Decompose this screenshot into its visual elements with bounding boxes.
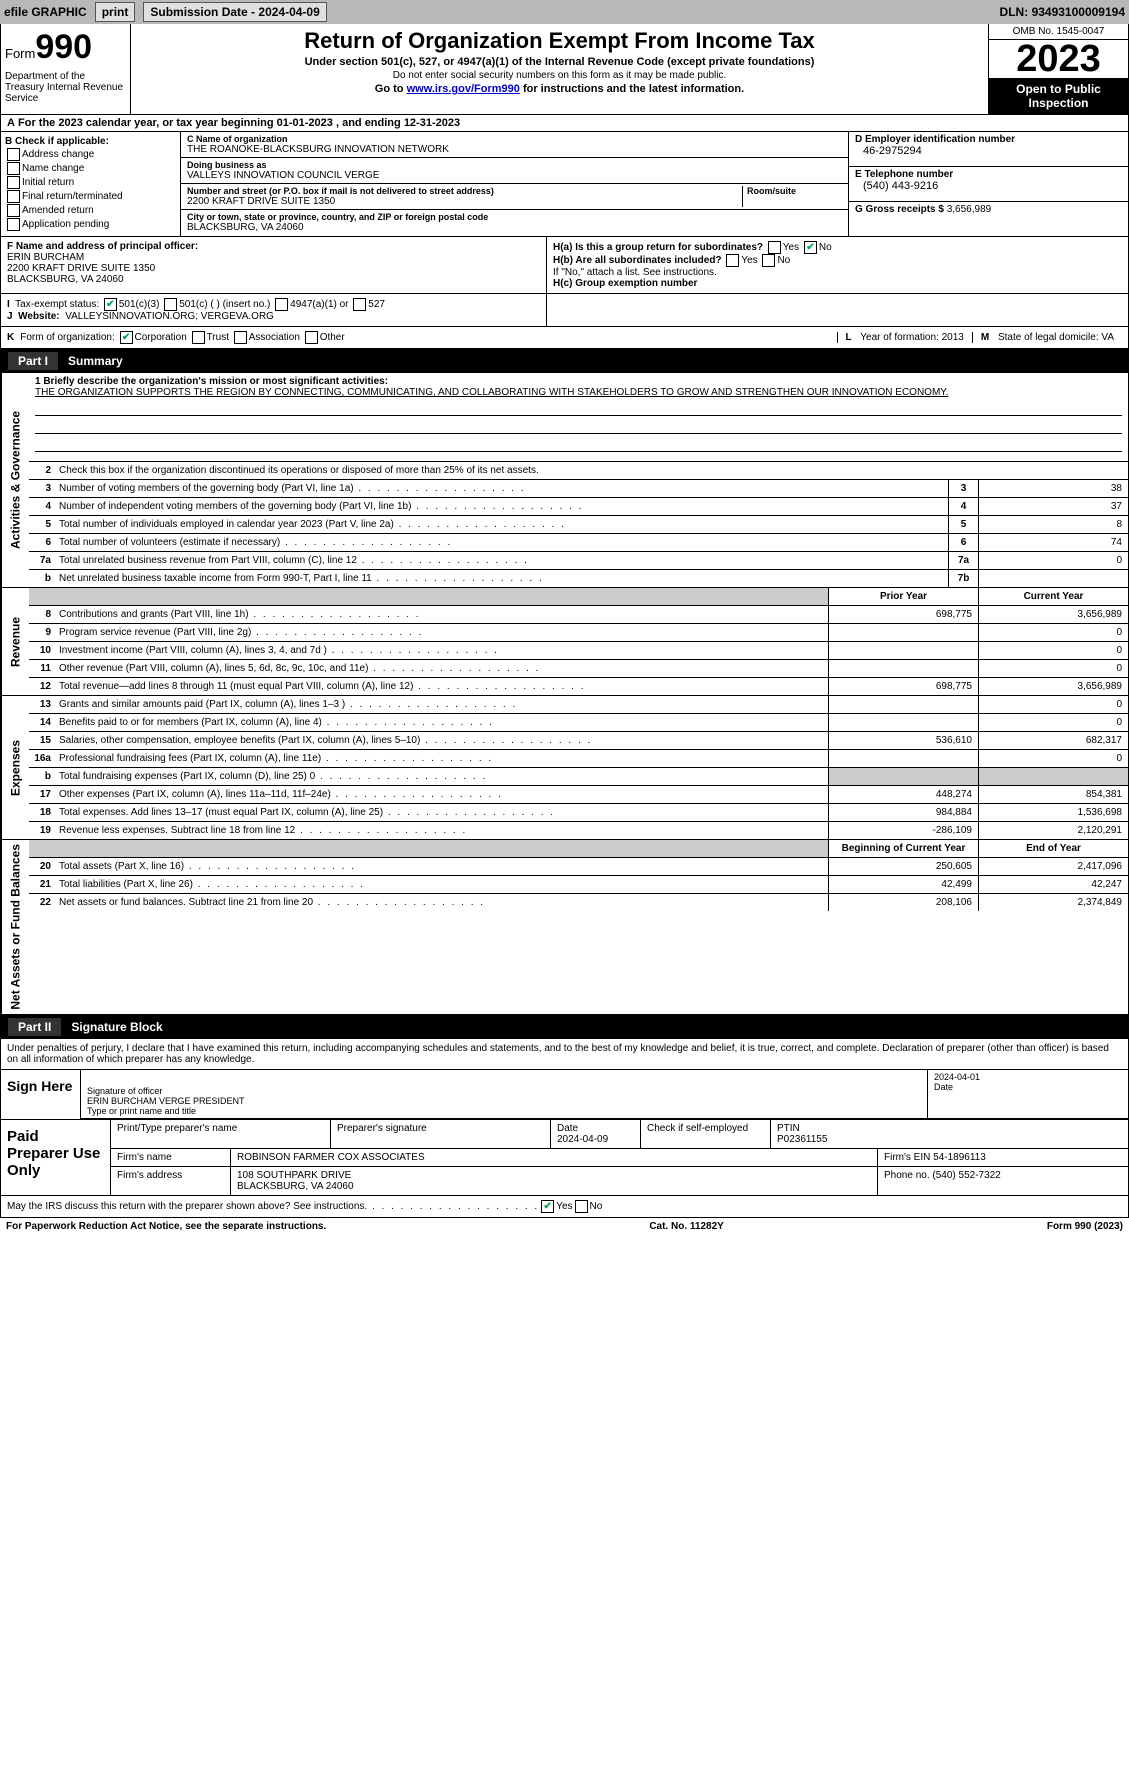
city-row: City or town, state or province, country…	[181, 210, 848, 235]
efile-label: efile GRAPHIC	[4, 5, 87, 19]
h-a-yes[interactable]	[768, 241, 781, 254]
data-row: 14 Benefits paid to or for members (Part…	[29, 714, 1128, 732]
tab-expenses: Expenses	[1, 696, 29, 839]
section-e: E Telephone number (540) 443-9216	[848, 167, 1128, 202]
discuss-row: May the IRS discuss this return with the…	[0, 1196, 1129, 1218]
data-row: 10 Investment income (Part VIII, column …	[29, 642, 1128, 660]
revenue-header: Prior Year Current Year	[29, 588, 1128, 606]
data-row: 12 Total revenue—add lines 8 through 11 …	[29, 678, 1128, 695]
goto-line: Go to www.irs.gov/Form990 for instructio…	[139, 83, 980, 95]
data-row: 9 Program service revenue (Part VIII, li…	[29, 624, 1128, 642]
header-right: OMB No. 1545-0047 2023 Open to Public In…	[988, 24, 1128, 114]
part1-governance: Activities & Governance 1 Briefly descri…	[0, 373, 1129, 588]
header-center: Return of Organization Exempt From Incom…	[131, 24, 988, 114]
cb-final-return[interactable]: Final return/terminated	[5, 190, 176, 203]
h-b-yes[interactable]	[726, 254, 739, 267]
data-row: 18 Total expenses. Add lines 13–17 (must…	[29, 804, 1128, 822]
org-name: C Name of organization THE ROANOKE-BLACK…	[181, 132, 848, 158]
part1-expenses: Expenses 13 Grants and similar amounts p…	[0, 696, 1129, 840]
form-number: Form990	[5, 28, 126, 67]
print-button[interactable]: print	[95, 2, 136, 22]
gov-row: 5 Total number of individuals employed i…	[29, 516, 1128, 534]
row-a: A For the 2023 calendar year, or tax yea…	[0, 115, 1129, 132]
data-row: 22 Net assets or fund balances. Subtract…	[29, 894, 1128, 911]
tax-year: 2023	[989, 40, 1128, 78]
gov-row: 7a Total unrelated business revenue from…	[29, 552, 1128, 570]
discuss-no[interactable]	[575, 1200, 588, 1213]
data-row: 20 Total assets (Part X, line 16) 250,60…	[29, 858, 1128, 876]
cb-assoc[interactable]	[234, 331, 247, 344]
section-deg: D Employer identification number 46-2975…	[848, 132, 1128, 236]
form-title: Return of Organization Exempt From Incom…	[139, 28, 980, 54]
section-b-label: B Check if applicable:	[5, 136, 109, 147]
gov-row: 6 Total number of volunteers (estimate i…	[29, 534, 1128, 552]
cb-corp[interactable]: ✔	[120, 331, 133, 344]
cb-address-change[interactable]: Address change	[5, 148, 176, 161]
cb-name-change[interactable]: Name change	[5, 162, 176, 175]
cb-amended-return[interactable]: Amended return	[5, 204, 176, 217]
ssn-note: Do not enter social security numbers on …	[139, 70, 980, 81]
signature-block: Under penalties of perjury, I declare th…	[0, 1039, 1129, 1120]
cb-4947[interactable]	[275, 298, 288, 311]
discuss-yes[interactable]: ✔	[541, 1200, 554, 1213]
cb-501c[interactable]	[164, 298, 177, 311]
data-row: 21 Total liabilities (Part X, line 26) 4…	[29, 876, 1128, 894]
section-fh: F Name and address of principal officer:…	[0, 237, 1129, 294]
h-b-no[interactable]	[762, 254, 775, 267]
gov-row: b Net unrelated business taxable income …	[29, 570, 1128, 587]
part1-revenue: Revenue Prior Year Current Year 8 Contri…	[0, 588, 1129, 696]
tab-revenue: Revenue	[1, 588, 29, 695]
section-d: D Employer identification number 46-2975…	[848, 132, 1128, 167]
form-header: Form990 Department of the Treasury Inter…	[0, 24, 1129, 115]
cb-other[interactable]	[305, 331, 318, 344]
data-row: 8 Contributions and grants (Part VIII, l…	[29, 606, 1128, 624]
gov-row: 3 Number of voting members of the govern…	[29, 480, 1128, 498]
cb-initial-return[interactable]: Initial return	[5, 176, 176, 189]
dln: DLN: 93493100009194	[1000, 5, 1125, 19]
section-b: B Check if applicable: Address change Na…	[1, 132, 181, 236]
part2-header: Part II Signature Block	[0, 1015, 1129, 1039]
data-row: 16a Professional fundraising fees (Part …	[29, 750, 1128, 768]
part1-header: Part I Summary	[0, 349, 1129, 373]
data-row: b Total fundraising expenses (Part IX, c…	[29, 768, 1128, 786]
data-row: 13 Grants and similar amounts paid (Part…	[29, 696, 1128, 714]
netassets-header: Beginning of Current Year End of Year	[29, 840, 1128, 858]
submission-date: Submission Date - 2024-04-09	[143, 2, 326, 22]
row-klm: K Form of organization: ✔Corporation Tru…	[0, 327, 1129, 349]
mission-block: 1 Briefly describe the organization's mi…	[29, 373, 1128, 462]
section-ij: I Tax-exempt status: ✔501(c)(3) 501(c) (…	[0, 294, 1129, 327]
top-bar: efile GRAPHIC print Submission Date - 20…	[0, 0, 1129, 24]
tab-netassets: Net Assets or Fund Balances	[1, 840, 29, 1014]
gov-row: 4 Number of independent voting members o…	[29, 498, 1128, 516]
data-row: 17 Other expenses (Part IX, column (A), …	[29, 786, 1128, 804]
part1-netassets: Net Assets or Fund Balances Beginning of…	[0, 840, 1129, 1015]
section-h: H(a) Is this a group return for subordin…	[547, 237, 1128, 293]
section-g: G Gross receipts $ 3,656,989	[848, 202, 1128, 236]
cb-application-pending[interactable]: Application pending	[5, 218, 176, 231]
cb-trust[interactable]	[192, 331, 205, 344]
cb-501c3[interactable]: ✔	[104, 298, 117, 311]
footer: For Paperwork Reduction Act Notice, see …	[0, 1218, 1129, 1235]
data-row: 19 Revenue less expenses. Subtract line …	[29, 822, 1128, 839]
department: Department of the Treasury Internal Reve…	[5, 71, 126, 104]
irs-link[interactable]: www.irs.gov/Form990	[407, 83, 520, 95]
form-subtitle: Under section 501(c), 527, or 4947(a)(1)…	[139, 56, 980, 68]
section-f: F Name and address of principal officer:…	[1, 237, 547, 293]
cb-527[interactable]	[353, 298, 366, 311]
open-to-public: Open to Public Inspection	[989, 78, 1128, 114]
data-row: 15 Salaries, other compensation, employe…	[29, 732, 1128, 750]
section-c: C Name of organization THE ROANOKE-BLACK…	[181, 132, 848, 236]
h-a-no[interactable]: ✔	[804, 241, 817, 254]
section-bcdeg: B Check if applicable: Address change Na…	[0, 132, 1129, 237]
sign-here-label: Sign Here	[1, 1069, 81, 1119]
header-left: Form990 Department of the Treasury Inter…	[1, 24, 131, 114]
row-i: I Tax-exempt status: ✔501(c)(3) 501(c) (…	[1, 294, 547, 326]
paid-preparer: Paid Preparer Use Only Print/Type prepar…	[0, 1120, 1129, 1196]
tab-governance: Activities & Governance	[1, 373, 29, 587]
data-row: 11 Other revenue (Part VIII, column (A),…	[29, 660, 1128, 678]
dba: Doing business as VALLEYS INNOVATION COU…	[181, 158, 848, 184]
street-row: Number and street (or P.O. box if mail i…	[181, 184, 848, 210]
